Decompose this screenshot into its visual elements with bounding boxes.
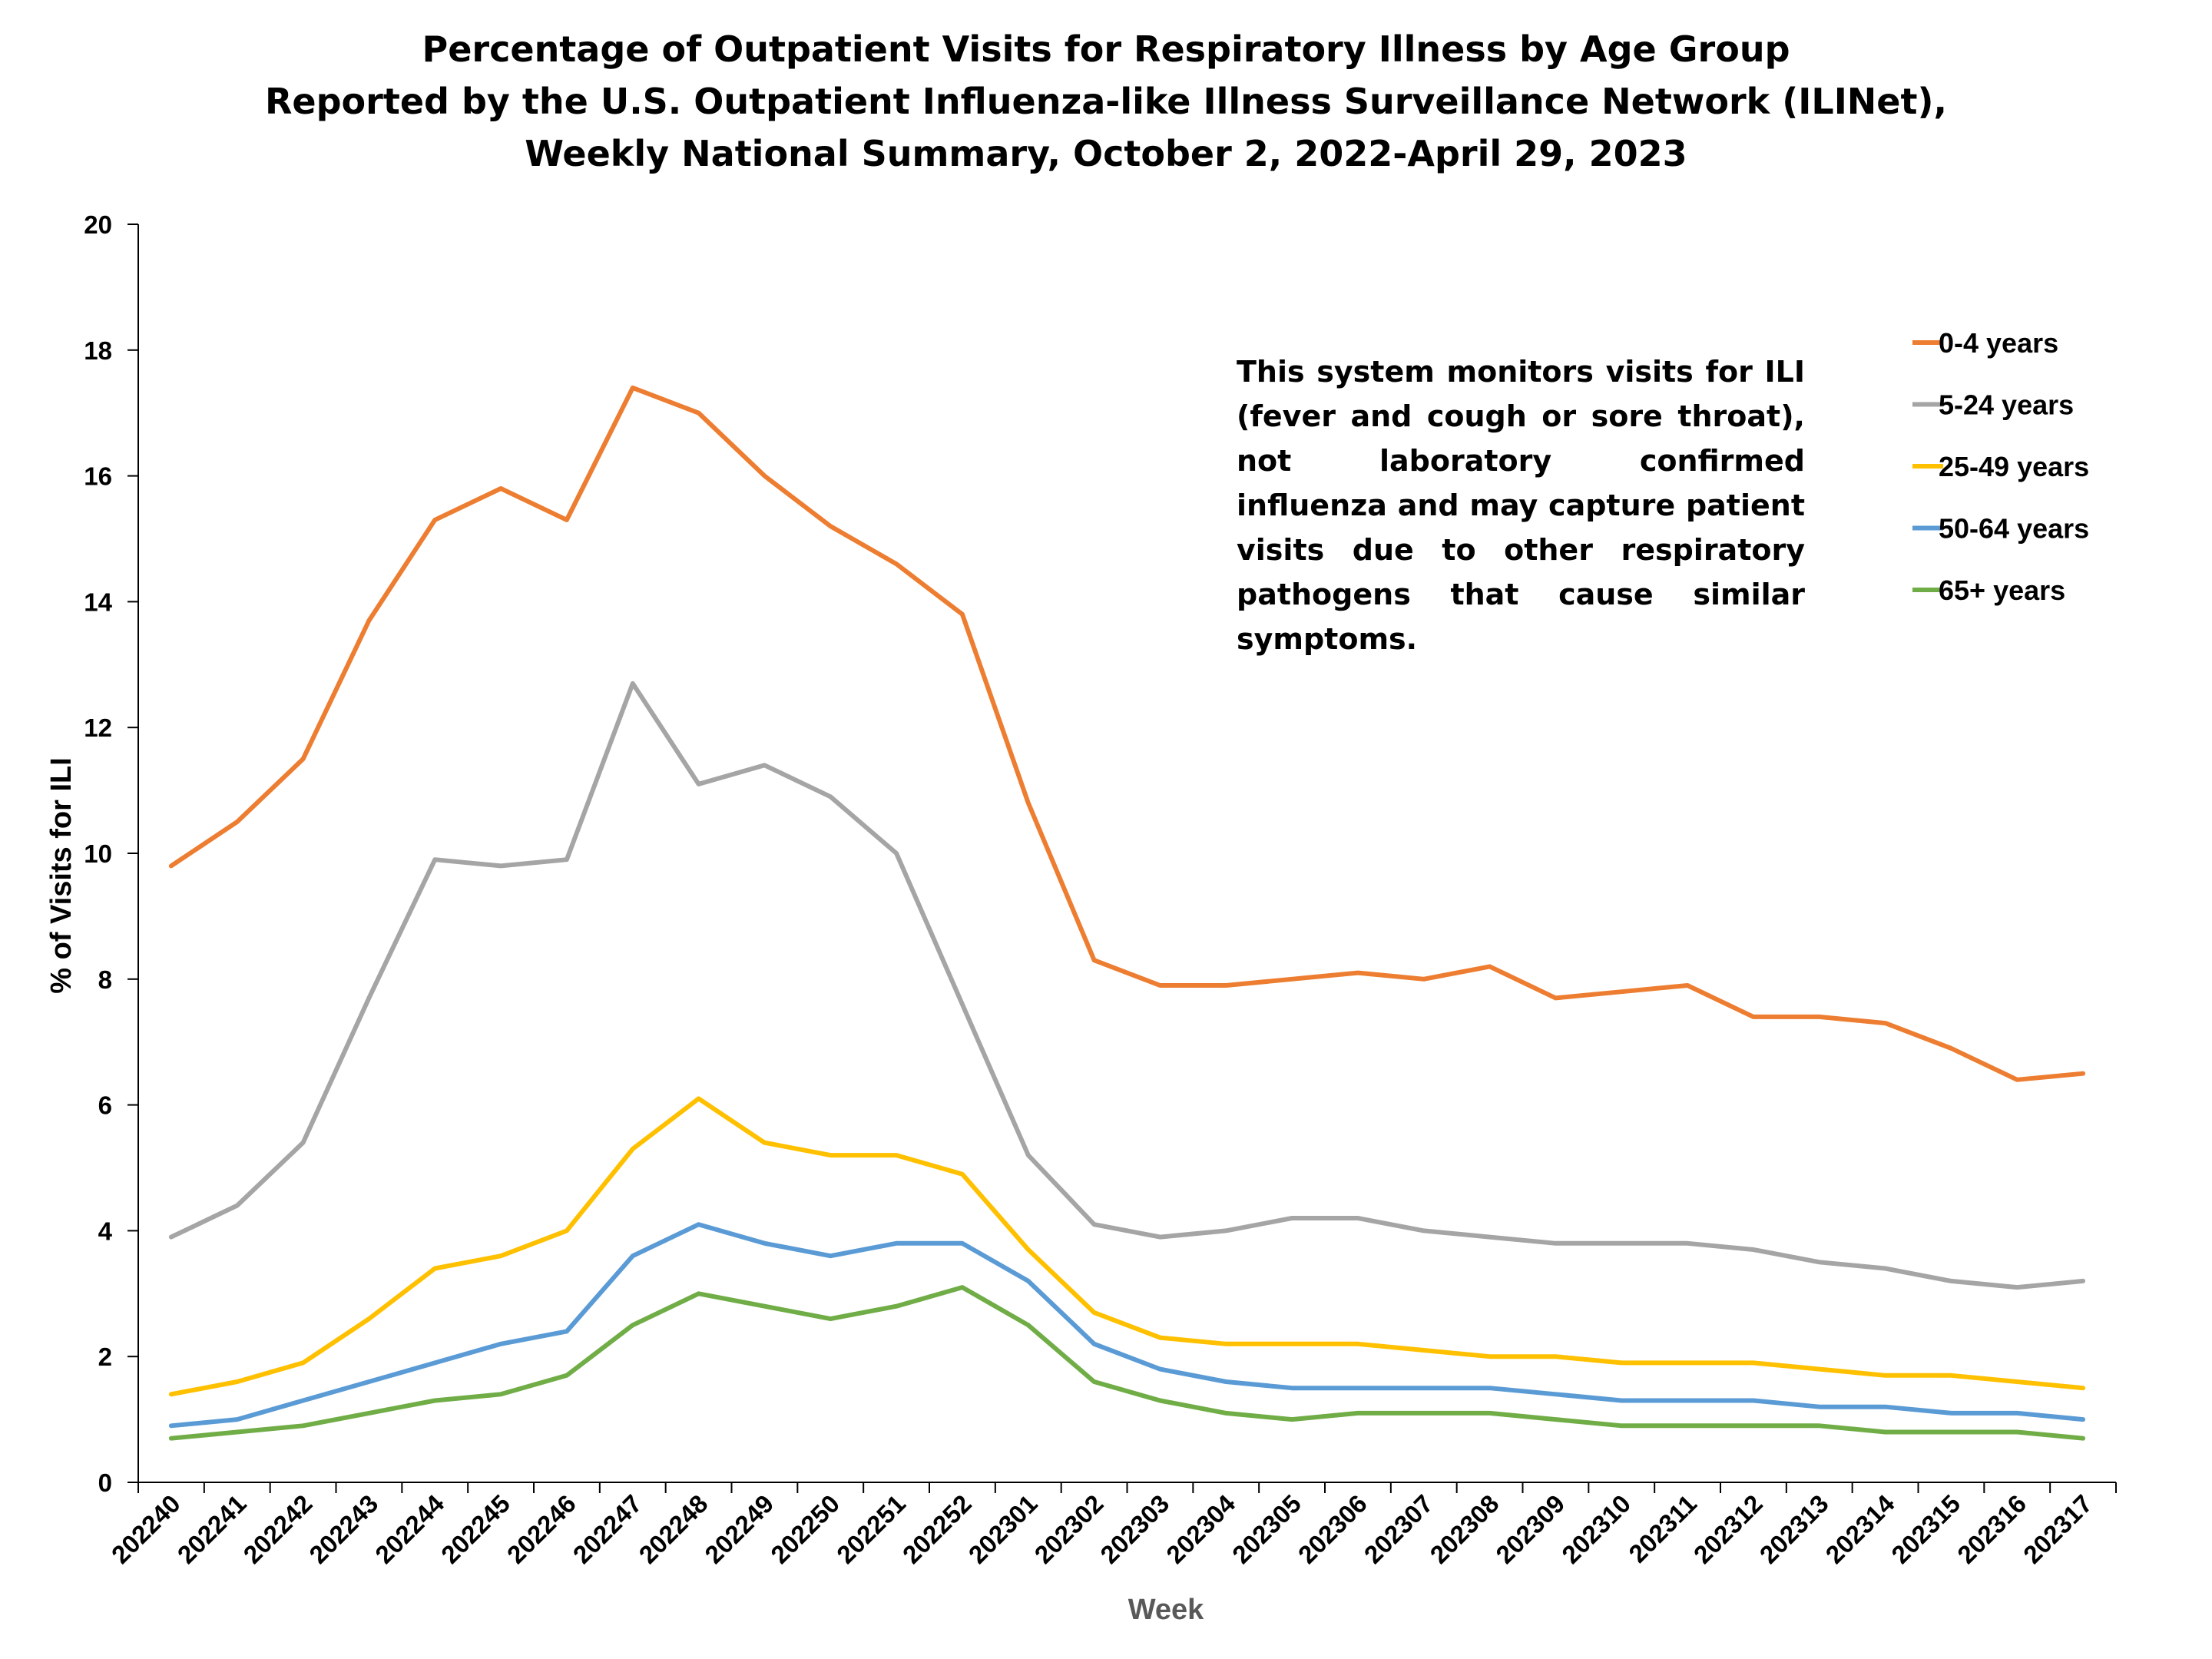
y-tick-label: 14: [84, 588, 112, 616]
chart-title-line-3: Weekly National Summary, October 2, 2022…: [525, 133, 1687, 174]
axes: [137, 224, 2116, 1483]
x-tick-label: 202309: [1490, 1489, 1570, 1569]
x-tick-label: 202252: [897, 1489, 977, 1569]
x-tick-label: 202311: [1623, 1489, 1702, 1568]
x-tick-label: 202303: [1094, 1489, 1174, 1569]
legend-label: 25-49 years: [1939, 451, 2089, 482]
chart-title-line-1: Percentage of Outpatient Visits for Resp…: [422, 28, 1790, 70]
legend-label: 65+ years: [1939, 575, 2065, 606]
series-line-5-24-years: [168, 680, 2086, 1290]
x-tick-label: 202246: [502, 1489, 581, 1569]
x-tick-label: 202241: [172, 1489, 252, 1569]
x-tick-label: 202310: [1556, 1489, 1636, 1569]
y-tick-label: 10: [84, 839, 112, 868]
y-tick-label: 2: [98, 1343, 112, 1371]
series-line-0-4-years: [168, 385, 2086, 1082]
x-tick-label: 202316: [1952, 1489, 2032, 1569]
x-tick-label: 202302: [1029, 1489, 1109, 1569]
x-tick-label: 202247: [568, 1489, 647, 1569]
x-tick-label: 202248: [634, 1489, 714, 1569]
chart-title: Percentage of Outpatient Visits for Resp…: [265, 28, 1947, 174]
x-tick-label: 202308: [1425, 1489, 1505, 1569]
chart-title-line-2: Reported by the U.S. Outpatient Influenz…: [265, 81, 1947, 122]
x-tick-label: 202305: [1227, 1489, 1306, 1569]
x-tick-label: 202301: [963, 1489, 1043, 1569]
legend-label: 5-24 years: [1939, 389, 2074, 421]
x-axis-label: Week: [1128, 1594, 1204, 1626]
x-tick-label: 202243: [303, 1489, 383, 1569]
x-tick-label: 202245: [435, 1489, 515, 1569]
x-tick-label: 202306: [1293, 1489, 1373, 1569]
x-tick-label: 202314: [1820, 1488, 1900, 1568]
y-tick-label: 6: [98, 1091, 112, 1120]
y-tick-label: 4: [98, 1217, 113, 1245]
x-tick-label: 202249: [699, 1489, 779, 1569]
y-tick-label: 0: [98, 1469, 112, 1497]
x-tick-label: 202251: [831, 1489, 911, 1569]
y-tick-label: 18: [84, 336, 112, 365]
chart-annotation: This system monitors visits for ILI (fev…: [1237, 355, 1805, 656]
x-tick-label: 202312: [1688, 1489, 1768, 1569]
y-tick-label: 16: [84, 462, 112, 491]
series-line-65-years: [168, 1285, 2086, 1441]
x-tick-label: 202315: [1886, 1489, 1965, 1569]
legend-label: 50-64 years: [1939, 513, 2089, 545]
x-tick-label: 202244: [369, 1488, 449, 1568]
series-lines: [168, 385, 2086, 1441]
series-line-50-64-years: [168, 1222, 2086, 1429]
y-axis-label: % of Visits for ILI: [45, 757, 78, 994]
x-tick-label: 202240: [106, 1489, 186, 1569]
legend-label: 0-4 years: [1939, 327, 2058, 359]
y-tick-label: 8: [98, 965, 112, 994]
y-tick-label: 20: [84, 210, 112, 239]
x-tick-label: 202317: [2018, 1489, 2098, 1569]
x-tick-label: 202242: [237, 1489, 317, 1569]
x-tick-label: 202313: [1754, 1489, 1834, 1569]
x-tick-label: 202250: [765, 1489, 845, 1569]
x-tick-label: 202307: [1359, 1489, 1439, 1569]
x-tick-label: 202304: [1161, 1488, 1240, 1568]
y-axis-ticks: 0 2 4 6 8 10 12 14 16 18 20: [84, 210, 138, 1497]
y-tick-label: 12: [84, 714, 112, 742]
x-axis-ticks: 2022402022412022422022432022442022452022…: [106, 1482, 2117, 1569]
series-line-25-49-years: [168, 1096, 2086, 1397]
legend: 0-4 years 5-24 years 25-49 years 50-64 year…: [1912, 327, 2089, 606]
